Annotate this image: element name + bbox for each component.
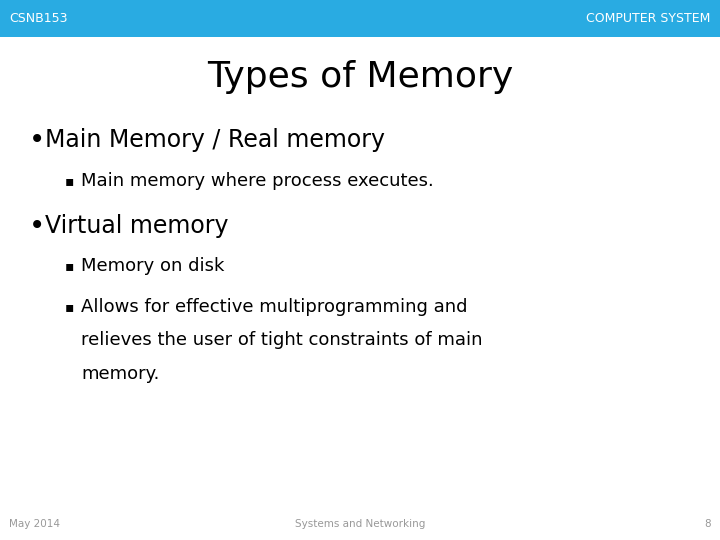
Text: ▪: ▪ (65, 174, 74, 188)
Text: Systems and Networking: Systems and Networking (294, 519, 426, 529)
Text: •: • (29, 212, 45, 240)
Text: ▪: ▪ (65, 259, 74, 273)
Text: Main memory where process executes.: Main memory where process executes. (81, 172, 434, 190)
Text: •: • (29, 126, 45, 154)
Text: May 2014: May 2014 (9, 519, 60, 529)
Bar (0, 0, 720, 37)
Text: ▪: ▪ (65, 300, 74, 314)
Text: 8: 8 (704, 519, 711, 529)
Text: Memory on disk: Memory on disk (81, 257, 225, 275)
Text: CSNB153: CSNB153 (9, 12, 68, 25)
Text: Main Memory / Real memory: Main Memory / Real memory (45, 129, 384, 152)
Text: COMPUTER SYSTEM: COMPUTER SYSTEM (586, 12, 711, 25)
Text: memory.: memory. (81, 364, 160, 383)
Text: relieves the user of tight constraints of main: relieves the user of tight constraints o… (81, 331, 483, 349)
Text: Types of Memory: Types of Memory (207, 60, 513, 93)
Text: Virtual memory: Virtual memory (45, 214, 228, 238)
Text: Allows for effective multiprogramming and: Allows for effective multiprogramming an… (81, 298, 468, 316)
